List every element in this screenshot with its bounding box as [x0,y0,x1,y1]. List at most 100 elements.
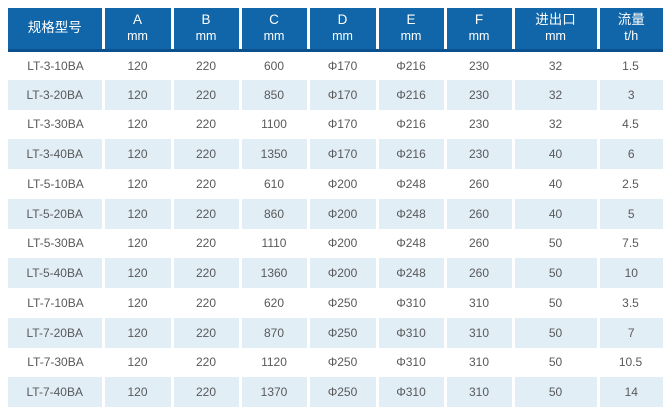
value-cell: 3.5 [598,288,663,318]
value-cell: 220 [170,198,240,229]
column-header-model: 规格型号 [8,8,103,52]
table-row: LT-5-20BA 120 220 860 Φ200 Φ248 260 40 5 [8,198,663,229]
table-body: LT-3-10BA 120 220 600 Φ170 Φ216 230 32 1.5 LT-3-2… [8,50,663,407]
header-label-line1: 流量 [617,12,645,28]
header-label-line2: mm [263,28,285,43]
value-cell: Φ310 [375,377,445,407]
value-cell: 50 [511,377,598,407]
value-cell: 4.5 [598,109,663,140]
value-cell: Φ248 [377,228,445,259]
value-cell: Φ200 [306,258,377,288]
column-header: 流量 t/h [596,8,663,52]
value-cell: 32 [513,109,598,140]
value-cell: Φ248 [375,198,445,229]
header-label-line1: A [132,12,142,28]
model-cell: LT-7-30BA [8,347,103,378]
table-row: LT-5-10BA 120 220 610 Φ200 Φ248 260 40 2.5 [8,169,663,199]
value-cell: Φ250 [306,317,377,348]
table-row: LT-7-40BA 120 220 1370 Φ250 Φ310 310 50 14 [8,377,663,407]
value-cell: 230 [445,50,513,80]
value-cell: 2.5 [598,169,663,199]
value-cell: 40 [513,169,598,199]
value-cell: 230 [443,139,513,169]
value-cell: 230 [445,109,513,140]
value-cell: 10 [596,258,663,288]
model-cell: LT-3-30BA [8,109,103,140]
table-row: LT-7-10BA 120 220 620 Φ250 Φ310 310 50 3.5 [8,288,663,318]
value-cell: 220 [170,377,240,407]
value-cell: 120 [101,198,172,229]
value-cell: 120 [101,258,172,288]
value-cell: 120 [103,228,172,259]
value-cell: 220 [172,288,240,318]
value-cell: 220 [172,169,240,199]
value-cell: 310 [445,288,513,318]
value-cell: 600 [240,50,308,80]
header-label-line1: D [337,12,348,28]
value-cell: 260 [445,169,513,199]
value-cell: 260 [443,258,513,288]
value-cell: 50 [513,228,598,259]
value-cell: Φ170 [306,79,377,110]
value-cell: Φ200 [306,198,377,229]
value-cell: 120 [101,377,172,407]
value-cell: Φ170 [308,109,377,140]
value-cell: 610 [240,169,308,199]
header-label-line2: t/h [624,28,639,43]
value-cell: 230 [443,79,513,110]
value-cell: 50 [513,288,598,318]
value-cell: 5 [596,198,663,229]
value-cell: 50 [511,317,598,348]
value-cell: 310 [443,377,513,407]
value-cell: 32 [511,79,598,110]
value-cell: 7.5 [598,228,663,259]
value-cell: Φ170 [308,50,377,80]
value-cell: 1350 [238,139,308,169]
value-cell: 1.5 [598,50,663,80]
value-cell: 120 [101,79,172,110]
header-label-line2: mm [332,28,353,43]
value-cell: 1120 [240,347,308,378]
value-cell: 220 [170,79,240,110]
value-cell: Φ216 [375,79,445,110]
value-cell: 260 [443,198,513,229]
table-row: LT-5-30BA 120 220 1110 Φ200 Φ248 260 50 7.5 [8,228,663,259]
header-label-line1: 规格型号 [27,20,82,36]
table-row: LT-7-30BA 120 220 1120 Φ250 Φ310 310 50 10.5 [8,347,663,378]
value-cell: 14 [596,377,663,407]
model-cell: LT-5-30BA [8,228,103,259]
model-cell: LT-3-10BA [8,50,103,80]
column-header: 进出口 mm [511,8,598,52]
value-cell: 310 [443,317,513,348]
header-label-line2: mm [195,28,217,43]
value-cell: 1360 [238,258,308,288]
value-cell: 120 [101,139,172,169]
header-label-line2: mm [468,28,490,43]
value-cell: 620 [240,288,308,318]
value-cell: Φ310 [377,347,445,378]
value-cell: Φ248 [375,258,445,288]
model-cell: LT-7-40BA [8,377,103,407]
value-cell: 310 [445,347,513,378]
model-cell: LT-3-40BA [8,139,103,169]
value-cell: 220 [170,258,240,288]
value-cell: 6 [596,139,663,169]
value-cell: 1110 [240,228,308,259]
value-cell: Φ248 [377,169,445,199]
value-cell: 120 [103,347,172,378]
value-cell: Φ216 [377,50,445,80]
value-cell: 1370 [238,377,308,407]
value-cell: 870 [238,317,308,348]
header-label-line1: E [406,12,416,28]
value-cell: 10.5 [598,347,663,378]
model-cell: LT-5-40BA [8,258,103,288]
value-cell: 3 [596,79,663,110]
model-cell: LT-7-20BA [8,317,103,348]
value-cell: 220 [172,228,240,259]
value-cell: 7 [596,317,663,348]
